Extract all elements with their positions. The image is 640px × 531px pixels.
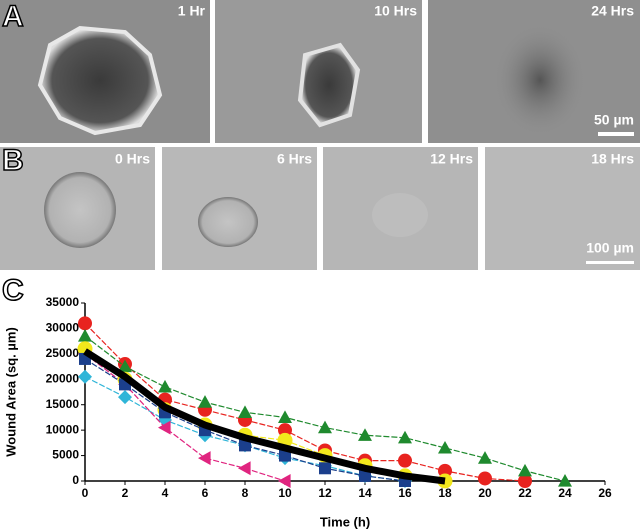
marker bbox=[398, 453, 412, 468]
scale-label: 100 µm bbox=[586, 240, 634, 256]
marker bbox=[158, 420, 171, 435]
x-tick-label: 2 bbox=[122, 486, 129, 500]
marker bbox=[158, 379, 172, 393]
x-tick-label: 18 bbox=[438, 486, 452, 500]
marker bbox=[78, 369, 92, 384]
scale-bar bbox=[586, 261, 634, 264]
marker bbox=[118, 359, 132, 373]
marker bbox=[478, 451, 492, 464]
wound bbox=[37, 25, 163, 136]
marker bbox=[438, 440, 452, 454]
wound bbox=[44, 172, 116, 248]
series-line bbox=[84, 322, 526, 482]
x-tick-label: 26 bbox=[598, 486, 612, 500]
panel-label: A bbox=[2, 0, 24, 33]
marker bbox=[238, 405, 252, 418]
y-axis-label: Wound Area (sq. µm) bbox=[3, 327, 18, 457]
caption: 18 Hrs bbox=[591, 151, 634, 167]
wound bbox=[372, 193, 428, 237]
marker bbox=[78, 329, 92, 342]
marker bbox=[358, 428, 372, 441]
scale-label: 50 µm bbox=[594, 112, 634, 128]
caption: 10 Hrs bbox=[374, 3, 417, 19]
x-tick-label: 12 bbox=[318, 486, 332, 500]
x-tick-label: 20 bbox=[478, 486, 492, 500]
x-tick-label: 0 bbox=[82, 486, 89, 500]
caption: 1 Hr bbox=[178, 3, 206, 19]
panel-label: B bbox=[2, 144, 24, 177]
panel-a-images bbox=[0, 0, 640, 143]
y-tick-label: 30000 bbox=[46, 321, 80, 335]
caption: 24 Hrs bbox=[591, 3, 634, 19]
marker bbox=[278, 423, 292, 438]
x-axis-label: Time (h) bbox=[320, 514, 370, 529]
x-tick-label: 14 bbox=[358, 486, 372, 500]
marker bbox=[279, 449, 291, 462]
marker bbox=[198, 451, 211, 466]
marker bbox=[518, 474, 532, 488]
caption: 12 Hrs bbox=[430, 151, 473, 167]
y-tick-label: 0 bbox=[72, 473, 79, 487]
marker bbox=[238, 461, 251, 476]
x-tick-label: 16 bbox=[398, 486, 412, 500]
y-tick-label: 20000 bbox=[46, 371, 80, 385]
marker bbox=[518, 463, 532, 477]
marker bbox=[118, 390, 132, 405]
panel-b-images bbox=[0, 147, 640, 270]
caption: 6 Hrs bbox=[277, 151, 312, 167]
marker bbox=[278, 410, 292, 424]
image bbox=[485, 147, 640, 270]
wound bbox=[495, 25, 585, 135]
marker bbox=[359, 469, 371, 482]
marker bbox=[438, 463, 452, 478]
y-tick-label: 15000 bbox=[46, 397, 80, 411]
y-tick-label: 25000 bbox=[46, 346, 80, 360]
x-tick-label: 10 bbox=[278, 486, 292, 500]
marker bbox=[278, 474, 291, 488]
marker bbox=[198, 395, 212, 408]
marker bbox=[558, 474, 572, 487]
wound bbox=[198, 197, 258, 247]
marker bbox=[478, 471, 492, 486]
series-line bbox=[83, 348, 446, 485]
marker bbox=[319, 462, 331, 475]
marker bbox=[78, 316, 92, 331]
x-tick-label: 4 bbox=[162, 486, 169, 500]
wound bbox=[297, 42, 361, 128]
marker bbox=[398, 430, 412, 444]
series-line bbox=[84, 358, 406, 482]
caption: 0 Hrs bbox=[115, 151, 150, 167]
y-tick-label: 10000 bbox=[46, 422, 80, 436]
series-line bbox=[84, 376, 406, 482]
y-tick-label: 5000 bbox=[52, 448, 79, 462]
x-tick-label: 22 bbox=[518, 486, 532, 500]
x-tick-label: 6 bbox=[202, 486, 209, 500]
y-tick-label: 35000 bbox=[46, 295, 80, 309]
marker bbox=[239, 439, 251, 452]
scale-bar bbox=[598, 132, 634, 136]
panel-label: C bbox=[2, 274, 24, 307]
x-tick-label: 24 bbox=[558, 486, 572, 500]
x-tick-label: 8 bbox=[242, 486, 249, 500]
marker bbox=[318, 420, 332, 434]
